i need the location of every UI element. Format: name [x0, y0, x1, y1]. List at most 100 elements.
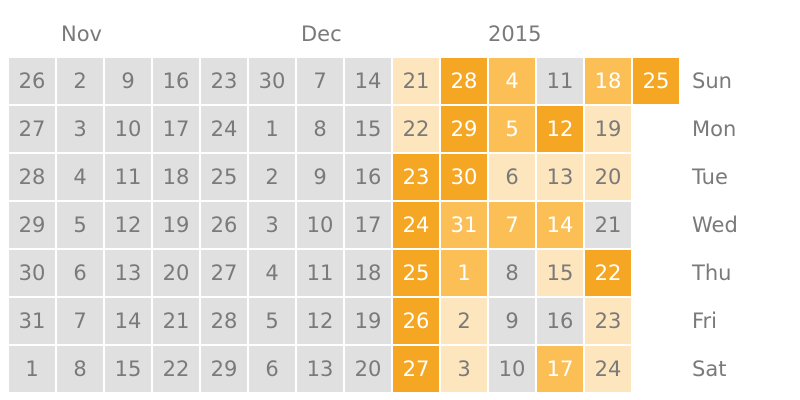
- day-cell[interactable]: 29: [201, 346, 247, 392]
- day-cell[interactable]: 11: [105, 154, 151, 200]
- day-cell[interactable]: 14: [537, 202, 583, 248]
- day-cell[interactable]: 14: [345, 58, 391, 104]
- day-cell[interactable]: 2: [57, 58, 103, 104]
- day-cell[interactable]: 19: [153, 202, 199, 248]
- day-cell[interactable]: 13: [537, 154, 583, 200]
- day-cell[interactable]: 22: [585, 250, 631, 296]
- day-cell[interactable]: 22: [393, 106, 439, 152]
- day-cell[interactable]: 25: [201, 154, 247, 200]
- day-cell[interactable]: 30: [249, 58, 295, 104]
- day-cell[interactable]: 6: [57, 250, 103, 296]
- day-cell[interactable]: 3: [249, 202, 295, 248]
- day-cell[interactable]: 8: [489, 250, 535, 296]
- day-cell[interactable]: 15: [105, 346, 151, 392]
- day-cell[interactable]: 24: [585, 346, 631, 392]
- day-cell[interactable]: 10: [105, 106, 151, 152]
- day-cell[interactable]: 15: [537, 250, 583, 296]
- day-cell[interactable]: 25: [633, 58, 679, 104]
- day-cell[interactable]: 2: [441, 298, 487, 344]
- day-cell[interactable]: 23: [393, 154, 439, 200]
- day-cell[interactable]: 16: [153, 58, 199, 104]
- day-cell[interactable]: 5: [249, 298, 295, 344]
- day-cell[interactable]: 2: [249, 154, 295, 200]
- day-label-tue: Tue: [692, 165, 728, 189]
- day-cell[interactable]: 10: [297, 202, 343, 248]
- day-cell[interactable]: 20: [585, 154, 631, 200]
- day-cell[interactable]: 15: [345, 106, 391, 152]
- day-cell[interactable]: 4: [249, 250, 295, 296]
- day-label-fri: Fri: [692, 309, 718, 333]
- day-cell[interactable]: 1: [9, 346, 55, 392]
- day-cell[interactable]: 17: [537, 346, 583, 392]
- day-label-wed: Wed: [692, 213, 738, 237]
- day-cell[interactable]: 18: [345, 250, 391, 296]
- day-cell[interactable]: 18: [153, 154, 199, 200]
- day-cell[interactable]: 7: [489, 202, 535, 248]
- day-cell[interactable]: 6: [489, 154, 535, 200]
- day-cell[interactable]: 31: [441, 202, 487, 248]
- day-cell[interactable]: 9: [297, 154, 343, 200]
- day-cell[interactable]: 17: [345, 202, 391, 248]
- day-cell[interactable]: 24: [393, 202, 439, 248]
- day-label-thu: Thu: [692, 261, 732, 285]
- day-cell[interactable]: 30: [441, 154, 487, 200]
- day-cell[interactable]: 8: [297, 106, 343, 152]
- day-cell[interactable]: 9: [489, 298, 535, 344]
- day-cell[interactable]: 26: [393, 298, 439, 344]
- day-cell[interactable]: 9: [105, 58, 151, 104]
- day-cell[interactable]: 20: [153, 250, 199, 296]
- day-cell[interactable]: 30: [9, 250, 55, 296]
- day-cell[interactable]: 16: [537, 298, 583, 344]
- day-cell[interactable]: 4: [57, 154, 103, 200]
- day-cell[interactable]: 21: [393, 58, 439, 104]
- day-cell[interactable]: 1: [441, 250, 487, 296]
- day-cell[interactable]: 22: [153, 346, 199, 392]
- day-cell[interactable]: 16: [345, 154, 391, 200]
- day-cell[interactable]: 12: [297, 298, 343, 344]
- day-cell[interactable]: 23: [201, 58, 247, 104]
- day-cell[interactable]: 29: [441, 106, 487, 152]
- day-cell[interactable]: 27: [201, 250, 247, 296]
- day-cell[interactable]: 3: [441, 346, 487, 392]
- month-label-nov: Nov: [61, 22, 102, 46]
- day-cell[interactable]: 26: [9, 58, 55, 104]
- day-cell[interactable]: 7: [297, 58, 343, 104]
- day-label-sat: Sat: [692, 357, 727, 381]
- day-cell[interactable]: 23: [585, 298, 631, 344]
- day-cell[interactable]: 14: [105, 298, 151, 344]
- day-cell[interactable]: 13: [105, 250, 151, 296]
- day-cell[interactable]: 21: [153, 298, 199, 344]
- day-cell[interactable]: 11: [537, 58, 583, 104]
- day-cell[interactable]: 20: [345, 346, 391, 392]
- day-cell[interactable]: 18: [585, 58, 631, 104]
- day-cell[interactable]: 21: [585, 202, 631, 248]
- day-cell[interactable]: 10: [489, 346, 535, 392]
- day-cell[interactable]: 25: [393, 250, 439, 296]
- month-label-dec: Dec: [301, 22, 342, 46]
- day-cell[interactable]: 4: [489, 58, 535, 104]
- day-cell[interactable]: 27: [393, 346, 439, 392]
- day-cell[interactable]: 3: [57, 106, 103, 152]
- day-cell[interactable]: 11: [297, 250, 343, 296]
- year-label: 2015: [488, 22, 542, 46]
- day-cell[interactable]: 29: [9, 202, 55, 248]
- day-cell[interactable]: 6: [249, 346, 295, 392]
- day-cell[interactable]: 28: [9, 154, 55, 200]
- day-cell[interactable]: 28: [201, 298, 247, 344]
- day-cell[interactable]: 12: [105, 202, 151, 248]
- day-cell[interactable]: 28: [441, 58, 487, 104]
- day-cell[interactable]: 19: [345, 298, 391, 344]
- day-cell[interactable]: 7: [57, 298, 103, 344]
- day-cell[interactable]: 27: [9, 106, 55, 152]
- day-cell[interactable]: 19: [585, 106, 631, 152]
- day-cell[interactable]: 1: [249, 106, 295, 152]
- day-cell[interactable]: 26: [201, 202, 247, 248]
- day-cell[interactable]: 5: [57, 202, 103, 248]
- day-cell[interactable]: 5: [489, 106, 535, 152]
- day-cell[interactable]: 8: [57, 346, 103, 392]
- day-cell[interactable]: 24: [201, 106, 247, 152]
- day-cell[interactable]: 31: [9, 298, 55, 344]
- day-cell[interactable]: 17: [153, 106, 199, 152]
- day-cell[interactable]: 13: [297, 346, 343, 392]
- day-cell[interactable]: 12: [537, 106, 583, 152]
